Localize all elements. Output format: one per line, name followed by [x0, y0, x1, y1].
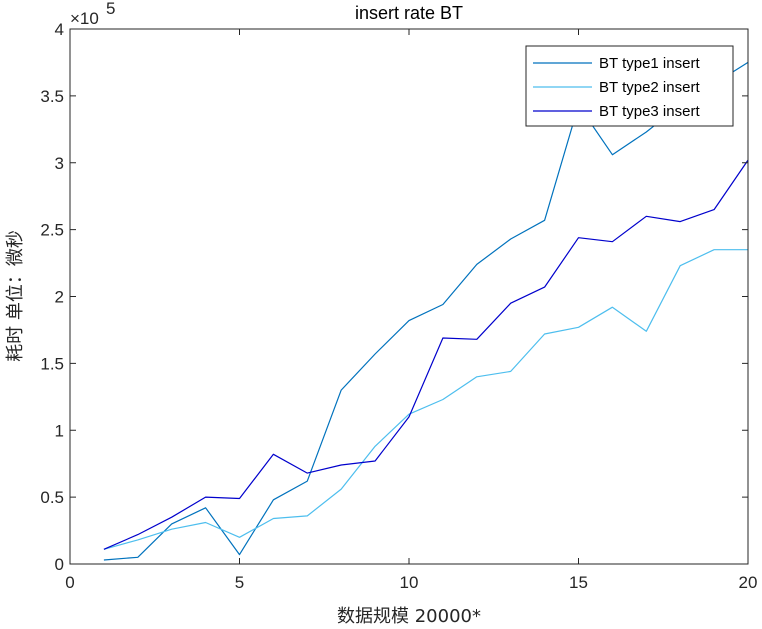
series-line-3	[103, 159, 749, 550]
series-line-2	[103, 249, 748, 550]
series-line-1	[103, 61, 749, 561]
x-tick-label: 10	[400, 573, 419, 592]
legend-box	[525, 45, 734, 127]
y-tick-label: 3	[55, 154, 64, 173]
x-axis: 0 5 10 15 20	[65, 29, 757, 592]
y-tick-label: 3.5	[40, 87, 64, 106]
y-exponent-base: ×10	[70, 9, 99, 28]
x-tick-label: 5	[235, 573, 244, 592]
x-tick-label: 0	[65, 573, 74, 592]
x-tick-label: 20	[739, 573, 758, 592]
x-axis-label: 数据规模 20000*	[337, 606, 481, 627]
y-tick-label: 2	[55, 288, 64, 307]
legend: BT type1 insert BT type2 insert BT type3 i…	[525, 45, 734, 127]
y-tick-label: 1.5	[40, 354, 64, 373]
y-tick-label: 0.5	[40, 488, 64, 507]
y-exponent-power: 5	[106, 0, 115, 18]
legend-label: BT type1 insert	[599, 55, 700, 72]
chart-title: insert rate BT	[355, 3, 463, 23]
y-tick-label: 1	[55, 421, 64, 440]
legend-label: BT type3 insert	[599, 103, 700, 120]
y-axis: 0 0.5 1 1.5 2 2.5 3 3.5 4	[40, 20, 748, 574]
y-tick-label: 4	[55, 20, 64, 39]
series-layer	[103, 61, 749, 561]
y-axis-label: 耗时 单位：微秒	[5, 230, 26, 362]
y-tick-label: 0	[55, 555, 64, 574]
x-tick-label: 15	[569, 573, 588, 592]
legend-label: BT type2 insert	[599, 79, 700, 96]
y-tick-label: 2.5	[40, 221, 64, 240]
